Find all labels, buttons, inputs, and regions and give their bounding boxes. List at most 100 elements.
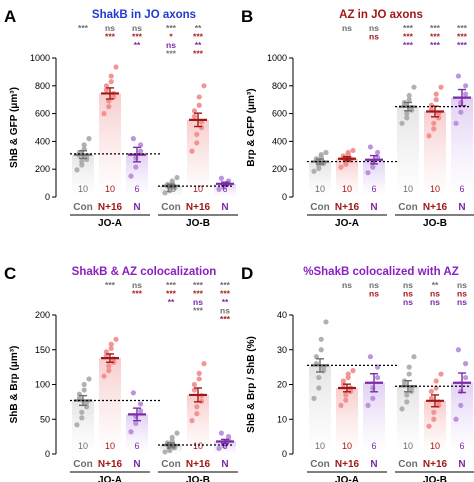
bar (397, 386, 419, 454)
significance-marker: *** (105, 32, 116, 42)
n-label: 10 (166, 184, 176, 194)
y-tick-label: 30 (277, 345, 287, 355)
category-label: N+16 (423, 202, 448, 213)
data-point (345, 371, 351, 377)
n-label: 10 (342, 441, 352, 451)
data-point (375, 374, 381, 381)
significance-marker: *** (193, 280, 204, 290)
data-point (345, 149, 351, 156)
n-label: 6 (222, 184, 227, 194)
data-point (406, 92, 412, 99)
data-point (406, 371, 412, 377)
data-point (433, 97, 439, 103)
data-point (103, 87, 109, 93)
significance-marker: *** (457, 23, 468, 33)
data-point (463, 83, 469, 89)
data-point (79, 415, 85, 421)
data-point (113, 64, 119, 70)
data-point (458, 402, 464, 408)
data-point (406, 97, 412, 103)
panel-d: D %ShakB colocalized with AZ 0 10 20 30 40 ShB … (241, 264, 474, 482)
significance-marker: *** (132, 289, 143, 299)
panel-title: %ShakB colocalized with AZ (303, 266, 459, 278)
data-point (86, 136, 92, 142)
n-label: 10 (193, 184, 203, 194)
category-label: N (370, 459, 377, 470)
group-label: JO-A (335, 218, 359, 229)
data-point (167, 446, 173, 452)
category-label: N+16 (335, 459, 360, 470)
data-point (169, 434, 175, 440)
y-tick-label: 10 (277, 414, 287, 424)
data-point (365, 402, 371, 408)
y-tick-label: 1000 (267, 53, 287, 63)
y-tick-label: 200 (35, 164, 50, 174)
data-point (79, 158, 85, 165)
data-point (311, 168, 317, 174)
data-point (433, 378, 439, 384)
y-axis-label: Brp & GFP (μm³) (246, 88, 257, 166)
significance-marker: ns (132, 280, 142, 290)
significance-marker: ** (195, 40, 202, 50)
n-label: 6 (222, 441, 227, 451)
y-tick-label: 400 (272, 136, 287, 146)
category-label: N (133, 202, 140, 213)
data-point (453, 416, 459, 422)
data-point (316, 385, 322, 391)
significance-marker: ns (342, 280, 352, 290)
significance-marker: *** (193, 306, 204, 316)
data-point (370, 395, 376, 401)
y-tick-label: 50 (40, 414, 50, 424)
data-point (108, 345, 114, 351)
data-point (199, 124, 205, 131)
y-tick-label: 800 (35, 81, 50, 91)
data-point (196, 94, 202, 100)
category-label: Con (398, 202, 417, 213)
significance-marker: *** (430, 40, 441, 50)
data-point (138, 142, 144, 148)
data-point (343, 392, 349, 398)
panel-letter: C (4, 264, 16, 283)
data-point (367, 144, 373, 150)
n-label: 6 (371, 184, 376, 194)
data-point (323, 149, 329, 156)
significance-marker: *** (166, 280, 177, 290)
data-point (108, 79, 114, 85)
n-label: 10 (315, 184, 325, 194)
bar (126, 154, 148, 197)
significance-marker: ns (403, 289, 413, 299)
data-point (343, 397, 349, 403)
y-tick-label: 200 (272, 164, 287, 174)
data-point (404, 392, 410, 398)
n-label: 10 (78, 184, 88, 194)
data-point (194, 404, 200, 410)
significance-marker: ns (369, 32, 379, 42)
data-point (463, 361, 469, 367)
data-point (106, 98, 112, 104)
significance-marker: *** (403, 32, 414, 42)
data-point (350, 147, 356, 154)
data-point (189, 418, 195, 424)
panel-a: A ShakB in JO axons 0 200 400 600 800 1000 ShB &… (4, 7, 238, 229)
data-point (338, 402, 344, 408)
y-axis-label: ShB & Brp (μm³) (9, 346, 20, 424)
panel-title: AZ in JO axons (339, 9, 423, 21)
y-tick-label: 600 (35, 109, 50, 119)
significance-marker: *** (403, 23, 414, 33)
data-point (218, 430, 224, 436)
group-label: JO-A (98, 475, 122, 482)
bar (99, 358, 121, 454)
data-point (191, 387, 197, 393)
data-point (218, 175, 224, 181)
n-label: 10 (342, 184, 352, 194)
data-point (365, 170, 371, 176)
data-point (133, 164, 139, 170)
data-point (74, 167, 80, 173)
data-point (174, 174, 180, 181)
category-label: N (370, 202, 377, 213)
data-point (426, 133, 432, 139)
data-point (81, 142, 87, 148)
data-point (81, 387, 87, 393)
data-point (406, 364, 412, 370)
